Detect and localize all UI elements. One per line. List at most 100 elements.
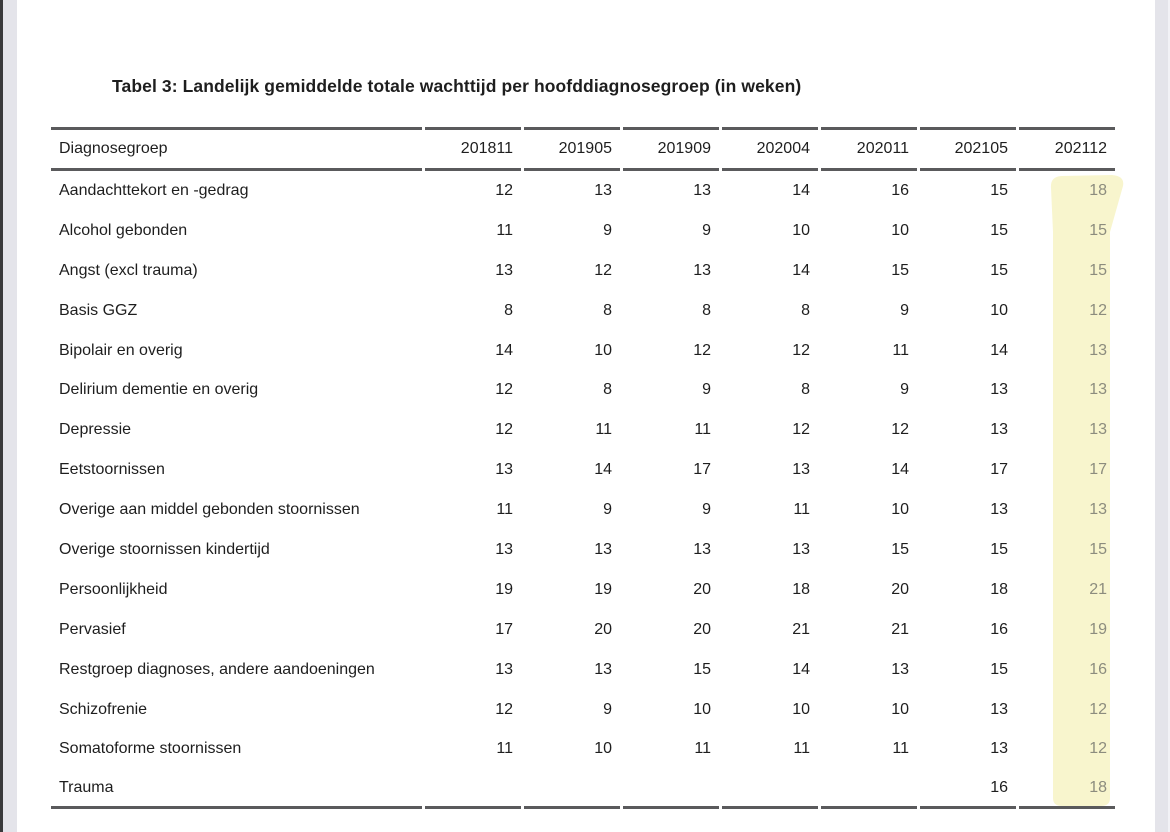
value-cell: 10 [792,221,810,239]
value-cell: 10 [594,740,612,758]
value-cell: 12 [792,341,810,359]
value-cell: 10 [891,700,909,718]
column-header-diagnosegroep: Diagnosegroep [51,127,422,171]
value-cell-highlighted: 15 [1089,261,1107,279]
diagnosis-label: Persoonlijkheid [59,580,168,598]
value-cell: 20 [891,580,909,598]
table-row: Somatoforme stoornissen 11 10 11 11 11 13 12 [51,729,1115,769]
value-cell [623,769,719,810]
column-header-period: 202105 [920,127,1016,171]
value-cell: 14 [792,660,810,678]
value-cell: 16 [891,181,909,199]
value-cell: 13 [792,540,810,558]
header-row: Diagnosegroep 201811 201905 201909 202004 202… [51,127,1115,171]
value-cell: 8 [603,301,612,319]
value-cell: 21 [792,620,810,638]
table-row: Overige aan middel gebonden stoornissen 1… [51,490,1115,530]
value-cell [821,769,917,810]
value-cell: 15 [990,660,1008,678]
value-cell: 13 [495,461,513,479]
value-cell: 17 [693,461,711,479]
value-cell: 15 [990,181,1008,199]
table-row: Schizofrenie 12 9 10 10 10 13 12 [51,690,1115,730]
value-cell: 10 [891,501,909,519]
value-cell: 20 [693,620,711,638]
table-title: Tabel 3: Landelijk gemiddelde totale wac… [112,76,802,96]
value-cell: 9 [603,221,612,239]
value-cell-highlighted: 13 [1089,421,1107,439]
value-cell: 12 [495,700,513,718]
value-cell: 11 [793,740,810,758]
value-cell: 11 [496,221,513,239]
value-cell: 18 [990,580,1008,598]
table-row: Angst (excl trauma) 13 12 13 14 15 15 15 [51,251,1115,291]
value-cell: 9 [603,501,612,519]
right-page-margin [1155,0,1170,832]
value-cell: 15 [990,540,1008,558]
diagnosis-label: Aandachttekort en -gedrag [59,181,249,199]
value-cell: 12 [495,181,513,199]
diagnosis-label: Overige aan middel gebonden stoornissen [59,501,360,519]
diagnosis-label: Delirium dementie en overig [59,381,259,399]
table-row: Alcohol gebonden 11 9 9 10 10 15 15 [51,211,1115,251]
diagnosis-label: Overige stoornissen kindertijd [59,540,270,558]
left-window-edge [0,0,3,832]
value-cell-highlighted: 12 [1089,700,1107,718]
diagnosis-label: Eetstoornissen [59,461,165,479]
value-cell [524,769,620,810]
diagnosis-label: Angst (excl trauma) [59,261,198,279]
value-cell: 13 [990,381,1008,399]
value-cell: 19 [594,580,612,598]
value-cell: 13 [693,540,711,558]
value-cell-highlighted: 15 [1089,221,1107,239]
table-row: Aandachttekort en -gedrag 12 13 13 14 16 15 18 [51,171,1115,211]
value-cell: 9 [603,700,612,718]
column-header-period: 201905 [524,127,620,171]
diagnosis-label: Trauma [51,769,422,810]
value-cell: 15 [891,540,909,558]
value-cell: 12 [495,381,513,399]
value-cell: 10 [693,700,711,718]
value-cell: 11 [694,740,711,758]
table-row: Overige stoornissen kindertijd 13 13 13 13 15… [51,530,1115,570]
value-cell-highlighted: 13 [1089,501,1107,519]
value-cell: 13 [990,740,1008,758]
diagnosis-label: Bipolair en overig [59,341,183,359]
value-cell: 15 [990,221,1008,239]
value-cell: 11 [496,740,513,758]
wait-times-table: Diagnosegroep 201811 201905 201909 202004 202… [48,127,1118,810]
value-cell: 20 [594,620,612,638]
value-cell-highlighted: 13 [1089,341,1107,359]
diagnosis-label: Depressie [59,421,132,439]
value-cell: 13 [495,261,513,279]
value-cell: 9 [702,381,711,399]
value-cell: 14 [990,341,1008,359]
value-cell: 13 [891,660,909,678]
value-cell: 9 [702,501,711,519]
table-body: Aandachttekort en -gedrag 12 13 13 14 16 15 18 A… [51,171,1115,810]
value-cell: 13 [495,540,513,558]
value-cell: 11 [793,501,810,519]
value-cell-highlighted: 18 [1089,181,1107,199]
value-cell: 17 [495,620,513,638]
column-header-period: 202011 [821,127,917,171]
diagnosis-label: Basis GGZ [59,301,138,319]
table-row: Eetstoornissen 13 14 17 13 14 17 17 [51,450,1115,490]
value-cell: 13 [594,540,612,558]
value-cell: 13 [693,261,711,279]
value-cell: 8 [504,301,513,319]
value-cell: 10 [990,301,1008,319]
value-cell [722,769,818,810]
value-cell: 16 [920,769,1016,810]
value-cell: 15 [693,660,711,678]
value-cell: 8 [603,381,612,399]
table-header: Diagnosegroep 201811 201905 201909 202004 202… [51,127,1115,171]
value-cell: 14 [792,181,810,199]
table-row: Depressie 12 11 11 12 12 13 13 [51,410,1115,450]
value-cell: 13 [693,181,711,199]
value-cell-highlighted: 12 [1089,740,1107,758]
value-cell: 12 [594,261,612,279]
value-cell: 9 [702,221,711,239]
table-row: Basis GGZ 8 8 8 8 9 10 12 [51,291,1115,331]
